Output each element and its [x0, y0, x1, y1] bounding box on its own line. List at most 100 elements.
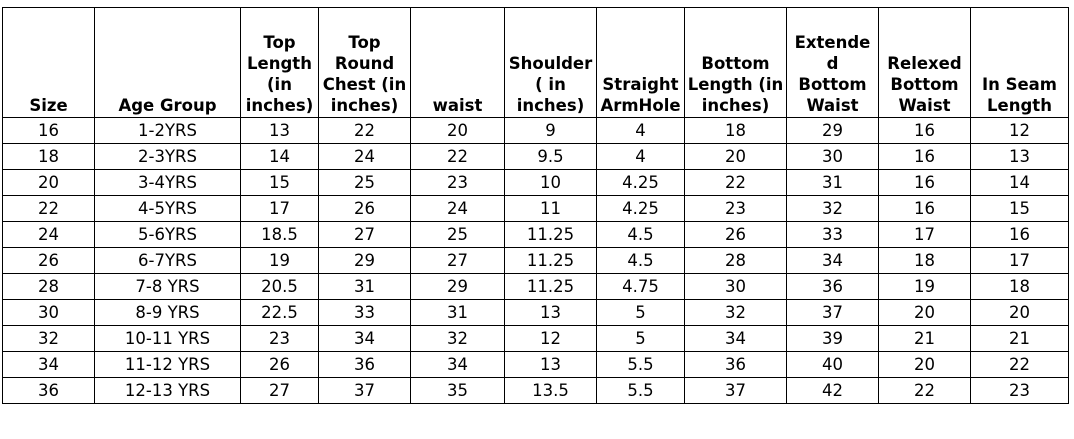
column-header-line: Extende [794, 33, 871, 52]
table-cell: 7-8 YRS [94, 273, 241, 300]
table-cell: 9.5 [504, 143, 597, 170]
table-cell: 26 [2, 247, 95, 274]
column-header-line: Size [29, 96, 68, 115]
column-header-line: ( in [535, 75, 566, 94]
table-cell: 25 [318, 169, 411, 196]
table-cell: 20 [410, 117, 505, 144]
table-cell: 20 [878, 299, 971, 326]
table-cell: 5 [596, 325, 685, 352]
column-header-line: Length (in [687, 75, 784, 94]
table-cell: 32 [2, 325, 95, 352]
table-cell: 9 [504, 117, 597, 144]
column-header-line: Waist [806, 96, 859, 115]
table-cell: 16 [2, 117, 95, 144]
column-header-line: Age Group [118, 96, 217, 115]
table-cell: 20 [2, 169, 95, 196]
table-cell: 11-12 YRS [94, 351, 241, 378]
table-cell: 27 [318, 221, 411, 248]
table-cell: 4.25 [596, 169, 685, 196]
table-cell: 14 [240, 143, 319, 170]
table-cell: 24 [2, 221, 95, 248]
column-header-line: inches) [701, 96, 770, 115]
column-header-line: Length [987, 96, 1052, 115]
table-cell: 4-5YRS [94, 195, 241, 222]
column-header-line: In Seam [981, 75, 1058, 94]
table-cell: 5 [596, 299, 685, 326]
table-cell: 26 [684, 221, 787, 248]
table-cell: 24 [410, 195, 505, 222]
table-cell: 24 [318, 143, 411, 170]
table-cell: 23 [410, 169, 505, 196]
size-chart-table: Size Age Group Top Length (in inches) Top Round… [2, 7, 1069, 404]
column-header: Relexed Bottom Waist [878, 7, 971, 118]
table-cell: 33 [786, 221, 879, 248]
table-cell: 16 [878, 117, 971, 144]
table-cell: 4.25 [596, 195, 685, 222]
table-cell: 20.5 [240, 273, 319, 300]
column-header: Top Round Chest (in inches) [318, 7, 411, 118]
table-cell: 15 [970, 195, 1069, 222]
column-header: Age Group [94, 7, 241, 118]
table-cell: 37 [684, 377, 787, 404]
table-cell: 33 [318, 299, 411, 326]
table-cell: 2-3YRS [94, 143, 241, 170]
table-cell: 34 [786, 247, 879, 274]
column-header-line: waist [432, 96, 483, 115]
table-cell: 4.5 [596, 247, 685, 274]
table-cell: 22.5 [240, 299, 319, 326]
table-cell: 12 [970, 117, 1069, 144]
table-cell: 14 [970, 169, 1069, 196]
table-cell: 27 [240, 377, 319, 404]
table-cell: 25 [410, 221, 505, 248]
table-cell: 27 [410, 247, 505, 274]
table-cell: 22 [970, 351, 1069, 378]
table-cell: 5.5 [596, 351, 685, 378]
table-cell: 19 [240, 247, 319, 274]
table-cell: 28 [2, 273, 95, 300]
table-cell: 22 [410, 143, 505, 170]
table-cell: 11 [504, 195, 597, 222]
table-row: 36 12-13 YRS 27 37 35 13.5 5.5 37 42 22 23 [2, 377, 1069, 404]
table-cell: 34 [410, 351, 505, 378]
table-cell: 30 [2, 299, 95, 326]
table-cell: 3-4YRS [94, 169, 241, 196]
column-header-line: inches) [330, 96, 399, 115]
table-row: 20 3-4YRS 15 25 23 10 4.25 22 31 16 14 [2, 169, 1069, 196]
column-header-line: Relexed [887, 54, 962, 73]
column-header-line: Chest (in [322, 75, 407, 94]
table-cell: 34 [2, 351, 95, 378]
column-header-line: Bottom [890, 75, 959, 94]
table-cell: 32 [410, 325, 505, 352]
column-header-line: Waist [898, 96, 951, 115]
table-cell: 22 [684, 169, 787, 196]
column-header-line: Top [348, 33, 381, 52]
table-cell: 36 [2, 377, 95, 404]
table-cell: 22 [2, 195, 95, 222]
table-cell: 16 [878, 169, 971, 196]
table-row: 30 8-9 YRS 22.5 33 31 13 5 32 37 20 20 [2, 299, 1069, 326]
table-cell: 21 [970, 325, 1069, 352]
table-cell: 13 [504, 351, 597, 378]
table-cell: 30 [684, 273, 787, 300]
column-header-line: Shoulder [508, 54, 593, 73]
table-cell: 39 [786, 325, 879, 352]
table-cell: 30 [786, 143, 879, 170]
table-cell: 15 [240, 169, 319, 196]
table-cell: 17 [878, 221, 971, 248]
table-row: 26 6-7YRS 19 29 27 11.25 4.5 28 34 18 17 [2, 247, 1069, 274]
column-header: waist [410, 7, 505, 118]
table-cell: 16 [878, 195, 971, 222]
table-cell: 31 [410, 299, 505, 326]
table-cell: 29 [410, 273, 505, 300]
table-cell: 18 [878, 247, 971, 274]
column-header-line: inches) [516, 96, 585, 115]
column-header: Shoulder ( in inches) [504, 7, 597, 118]
table-cell: 19 [878, 273, 971, 300]
table-cell: 4.75 [596, 273, 685, 300]
column-header: Top Length (in inches) [240, 7, 319, 118]
table-cell: 29 [318, 247, 411, 274]
table-cell: 18 [970, 273, 1069, 300]
table-cell: 37 [786, 299, 879, 326]
table-cell: 32 [684, 299, 787, 326]
table-row: 34 11-12 YRS 26 36 34 13 5.5 36 40 20 22 [2, 351, 1069, 378]
